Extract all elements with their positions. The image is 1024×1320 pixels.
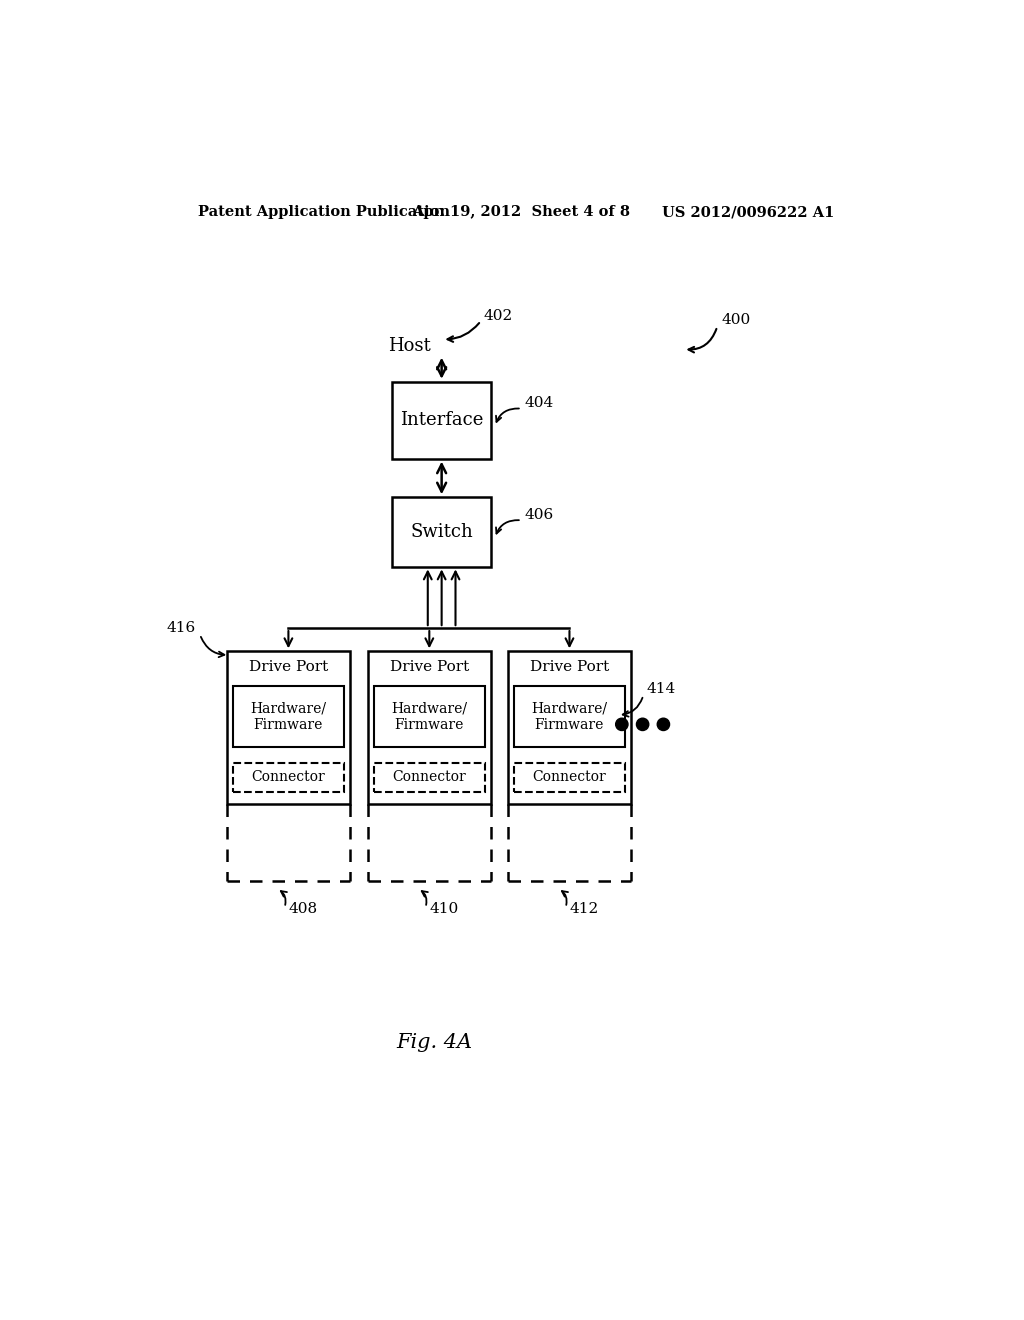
Text: 416: 416	[167, 622, 196, 635]
Text: Patent Application Publication: Patent Application Publication	[199, 206, 451, 219]
Text: Connector: Connector	[252, 771, 326, 784]
Text: 402: 402	[483, 309, 512, 323]
Text: US 2012/0096222 A1: US 2012/0096222 A1	[662, 206, 835, 219]
Circle shape	[615, 718, 628, 730]
Text: 400: 400	[722, 313, 752, 327]
Text: Drive Port: Drive Port	[249, 660, 328, 673]
Text: Drive Port: Drive Port	[390, 660, 469, 673]
Text: 404: 404	[524, 396, 554, 411]
Text: Host: Host	[388, 337, 431, 355]
Text: Interface: Interface	[400, 412, 483, 429]
Text: 414: 414	[646, 682, 676, 696]
Text: Hardware/
Firmware: Hardware/ Firmware	[531, 701, 607, 733]
Bar	[508, 651, 631, 804]
Text: Hardware/
Firmware: Hardware/ Firmware	[251, 701, 327, 733]
Text: Apr. 19, 2012  Sheet 4 of 8: Apr. 19, 2012 Sheet 4 of 8	[413, 206, 631, 219]
Bar	[233, 763, 344, 792]
Circle shape	[637, 718, 649, 730]
Circle shape	[657, 718, 670, 730]
Bar	[392, 498, 490, 566]
Text: Connector: Connector	[392, 771, 466, 784]
Text: 406: 406	[524, 508, 554, 521]
Bar	[368, 651, 490, 804]
Bar	[374, 686, 484, 747]
Text: 412: 412	[569, 902, 599, 916]
Text: Switch: Switch	[411, 523, 473, 541]
Bar	[374, 763, 484, 792]
Text: 410: 410	[429, 902, 459, 916]
Text: Drive Port: Drive Port	[529, 660, 609, 673]
Bar	[226, 651, 350, 804]
Bar	[233, 686, 344, 747]
Text: Fig. 4A: Fig. 4A	[396, 1032, 473, 1052]
Text: Connector: Connector	[532, 771, 606, 784]
Bar	[514, 686, 625, 747]
Bar	[514, 763, 625, 792]
Text: Hardware/
Firmware: Hardware/ Firmware	[391, 701, 467, 733]
Bar	[392, 381, 490, 459]
Text: 408: 408	[289, 902, 317, 916]
